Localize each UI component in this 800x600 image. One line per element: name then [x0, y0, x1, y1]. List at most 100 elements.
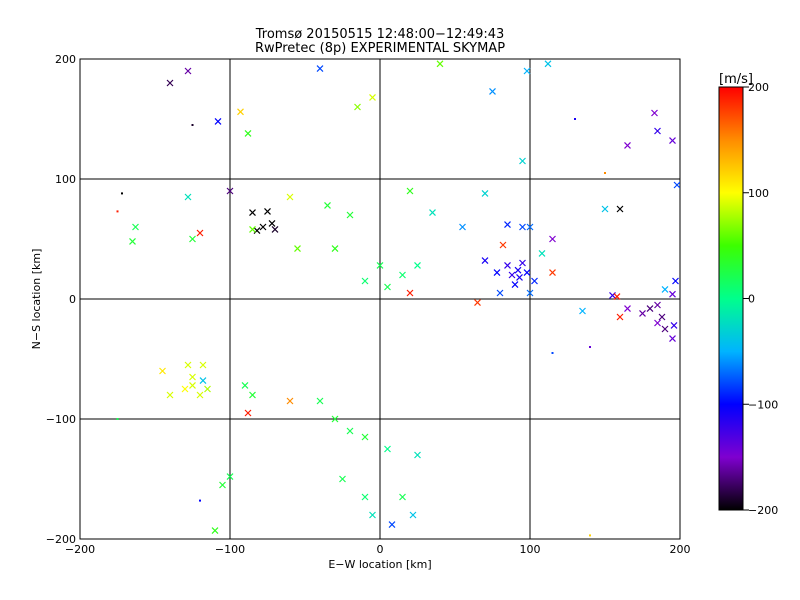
data-point-x — [654, 127, 661, 135]
grid-lines — [80, 59, 680, 539]
data-point-x — [189, 381, 196, 389]
data-point-x — [672, 277, 679, 285]
data-points — [116, 60, 680, 537]
data-point-x — [219, 481, 226, 489]
y-tick-label: 0 — [69, 293, 76, 306]
data-point-x — [331, 415, 339, 423]
data-point-x — [204, 385, 211, 393]
data-point-x — [514, 266, 522, 274]
data-point-x — [259, 223, 267, 231]
data-point-x — [613, 293, 621, 301]
y-tick-label: 200 — [55, 53, 76, 66]
data-point-x — [429, 209, 436, 217]
data-point-x — [414, 261, 421, 269]
y-tick-label: −200 — [46, 533, 76, 546]
data-point-x — [346, 427, 354, 435]
data-point-x — [544, 60, 552, 68]
data-point-dot — [551, 352, 554, 354]
data-point-x — [388, 521, 396, 529]
data-point-x — [361, 493, 369, 501]
data-point-x — [196, 229, 204, 237]
data-point-x — [384, 283, 391, 291]
data-point-x — [646, 305, 654, 313]
x-tick-label: 0 — [377, 543, 384, 556]
data-point-x — [673, 181, 680, 189]
data-point-x — [499, 241, 507, 249]
data-point-x — [406, 289, 414, 297]
data-point-x — [661, 285, 669, 293]
x-axis-label: E−W location [km] — [328, 558, 431, 571]
colorbar-unit-label: [m/s] — [719, 72, 753, 87]
y-tick-label: 100 — [55, 173, 76, 186]
data-point-dot — [116, 418, 119, 420]
data-point-x — [409, 511, 417, 519]
data-point-x — [132, 223, 139, 231]
data-point-x — [504, 221, 511, 229]
colorbar-tick-label: 100 — [748, 187, 769, 200]
x-tick-label: −100 — [215, 543, 245, 556]
data-point-x — [481, 189, 489, 197]
data-point-x — [226, 473, 234, 481]
data-point-x — [531, 277, 538, 285]
data-point-x — [361, 433, 369, 441]
data-point-x — [189, 373, 196, 381]
data-point-x — [181, 385, 189, 393]
data-point-dot — [604, 172, 606, 174]
colorbar-tick-label: −200 — [748, 504, 778, 517]
data-point-x — [436, 60, 444, 68]
data-point-x — [324, 201, 331, 209]
data-point-x — [523, 67, 531, 75]
data-point-x — [493, 269, 501, 277]
data-point-x — [237, 108, 244, 116]
data-point-x — [361, 277, 369, 285]
data-point-x — [474, 299, 481, 307]
data-point-x — [538, 249, 546, 257]
data-point-x — [661, 325, 669, 333]
data-point-x — [526, 223, 534, 231]
data-point-x — [459, 223, 466, 231]
data-point-x — [264, 207, 271, 215]
data-point-x — [519, 259, 526, 267]
data-point-x — [189, 235, 196, 243]
data-point-dot — [116, 210, 119, 213]
data-point-x — [384, 445, 391, 453]
data-point-x — [196, 391, 204, 399]
data-point-x — [519, 157, 526, 165]
data-point-dot — [191, 124, 194, 126]
data-point-dot — [121, 192, 123, 195]
data-point-x — [523, 269, 531, 277]
data-point-x — [658, 313, 666, 321]
data-point-x — [244, 129, 252, 137]
data-point-x — [489, 87, 496, 95]
data-point-x — [369, 511, 376, 519]
data-point-x — [339, 475, 346, 483]
data-point-x — [616, 205, 624, 213]
data-point-x — [519, 223, 526, 231]
data-point-x — [616, 313, 624, 321]
data-point-x — [504, 261, 511, 269]
data-point-x — [159, 367, 166, 375]
data-point-x — [226, 187, 234, 195]
colorbar-gradient — [718, 86, 744, 511]
data-point-x — [579, 307, 586, 315]
data-point-x — [211, 527, 219, 535]
data-point-x — [406, 187, 414, 195]
x-tick-label: 200 — [670, 543, 691, 556]
data-point-x — [369, 93, 376, 101]
data-point-x — [199, 361, 207, 369]
data-point-x — [654, 301, 661, 309]
data-point-x — [669, 137, 676, 145]
data-point-x — [286, 193, 294, 201]
plot-area: −200 −100 0 100 200 −200 −100 0 100 200 — [46, 53, 691, 556]
x-tick-label: 100 — [520, 543, 541, 556]
data-point-x — [376, 261, 384, 269]
data-point-x — [516, 273, 523, 281]
data-point-x — [271, 225, 279, 233]
data-point-x — [184, 67, 192, 75]
data-point-x — [651, 109, 658, 117]
data-point-x — [481, 257, 489, 265]
data-point-x — [669, 290, 676, 298]
colorbar-ticks: 200 100 0 −100 −200 — [743, 81, 778, 517]
data-point-dot — [574, 118, 576, 120]
data-point-x — [249, 209, 256, 217]
